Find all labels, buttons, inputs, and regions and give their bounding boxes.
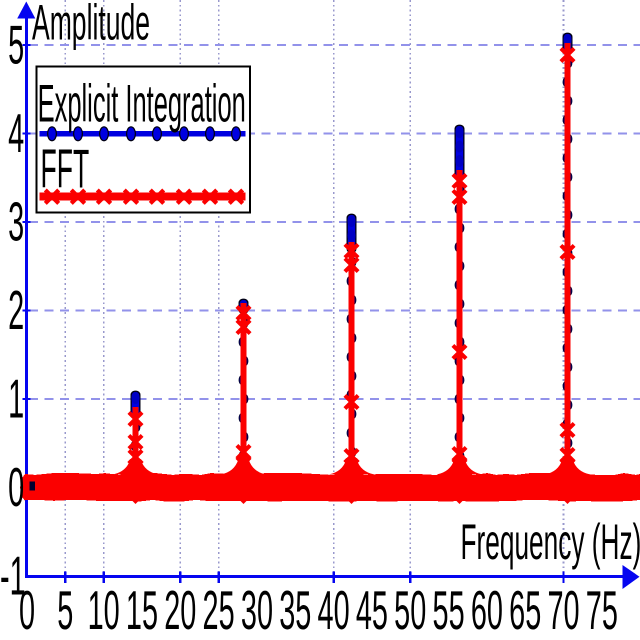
svg-text:1: 1 [8, 370, 24, 430]
svg-text:3: 3 [8, 193, 24, 253]
svg-text:30: 30 [241, 582, 273, 640]
svg-text:Amplitude: Amplitude [32, 0, 150, 51]
svg-text:10: 10 [88, 582, 120, 640]
svg-text:50: 50 [394, 582, 426, 640]
svg-text:70: 70 [547, 582, 579, 640]
svg-text:4: 4 [8, 105, 24, 165]
svg-text:FFT: FFT [40, 139, 89, 200]
svg-text:5: 5 [8, 16, 24, 76]
svg-text:5: 5 [57, 582, 73, 640]
svg-text:45: 45 [356, 582, 388, 640]
svg-text:75: 75 [586, 582, 618, 640]
svg-text:0: 0 [19, 582, 35, 640]
svg-text:20: 20 [164, 582, 196, 640]
svg-text:25: 25 [203, 582, 235, 640]
svg-text:35: 35 [279, 582, 311, 640]
svg-text:40: 40 [318, 582, 350, 640]
svg-text:15: 15 [126, 582, 158, 640]
svg-text:60: 60 [471, 582, 503, 640]
svg-text:2: 2 [8, 282, 24, 342]
svg-text:-1: -1 [0, 547, 26, 607]
svg-text:Explicit Integration: Explicit Integration [38, 73, 246, 133]
svg-text:0: 0 [8, 459, 24, 519]
svg-text:55: 55 [433, 582, 465, 640]
svg-text:65: 65 [509, 582, 541, 640]
svg-text:Frequency (Hz): Frequency (Hz) [460, 515, 640, 570]
